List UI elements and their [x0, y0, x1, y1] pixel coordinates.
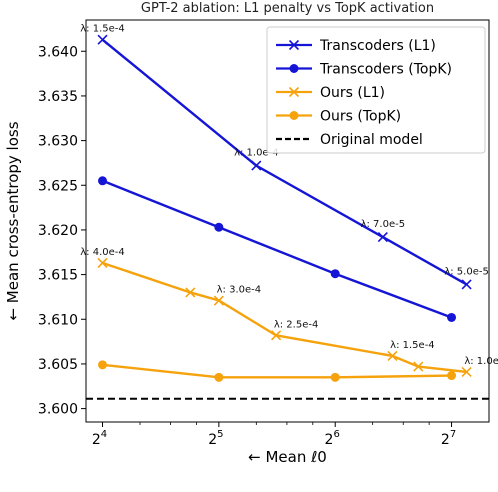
y-tick-label: 3.605: [38, 357, 78, 373]
data-point-stroke: [213, 295, 224, 306]
series-line-0: [101, 38, 468, 286]
data-point: [413, 361, 424, 372]
data-label: λ: 3.0e-4: [217, 285, 262, 296]
data-point-stroke: [251, 160, 262, 171]
data-point: [251, 160, 262, 171]
data-point: [97, 257, 108, 269]
data-point: [447, 312, 457, 322]
y-tick-label: 3.625: [38, 178, 78, 194]
data-point: [98, 176, 108, 186]
data-point-stroke: [97, 34, 108, 45]
data-point-stroke: [97, 257, 108, 269]
data-point: [185, 287, 196, 298]
data-point: [461, 279, 472, 290]
data-point: [97, 34, 108, 45]
data-point: [330, 269, 340, 279]
legend-label: Ours (TopK): [320, 109, 401, 125]
y-tick-label: 3.620: [38, 223, 78, 239]
data-point: [98, 360, 108, 370]
x-tick-label: 26: [325, 429, 340, 448]
y-tick-label: 3.635: [38, 89, 78, 105]
data-point: [271, 330, 282, 341]
data-point-stroke: [185, 287, 196, 298]
legend-marker: [289, 111, 299, 120]
legend-marker: [288, 86, 300, 98]
y-tick-label: 3.630: [38, 134, 78, 150]
x-axis-title: ← Mean ℓ0: [248, 448, 327, 466]
data-point: [213, 295, 224, 306]
data-point-stroke: [271, 330, 282, 341]
x-tick-label: 27: [441, 429, 456, 448]
series-line-2: [102, 261, 467, 374]
legend-box: [266, 26, 486, 154]
data-label: λ: 4.0e-4: [80, 247, 125, 258]
data-label: λ: 1.0e-4: [464, 356, 498, 367]
data-label: λ: 1.5e-4: [80, 24, 125, 35]
data-point-stroke: [377, 232, 388, 243]
legend-label: Transcoders (L1): [319, 38, 436, 54]
data-point: [214, 222, 224, 232]
chart-title: GPT-2 ablation: L1 penalty vs TopK activ…: [141, 1, 434, 16]
data-point-stroke: [413, 361, 424, 372]
legend-label: Original model: [320, 132, 423, 148]
x-tick-label: 25: [208, 429, 223, 448]
data-label: λ: 1.0e-4: [234, 148, 279, 159]
data-label: λ: 1.5e-4: [390, 340, 435, 351]
data-point: [461, 366, 472, 378]
legend-label: Ours (L1): [320, 85, 385, 101]
y-tick-label: 3.600: [38, 402, 78, 418]
plot-area: λ: 1.5e-4 λ: 1.0e-4 λ: 7.0e-5 λ: 5.0e-5 λ: 4…: [80, 24, 498, 400]
legend-marker: [288, 39, 300, 51]
data-label: λ: 5.0e-5: [444, 266, 489, 277]
data-point: [214, 372, 224, 382]
data-label: λ: 2.5e-4: [274, 319, 319, 330]
x-axis-ticks: 24 25 26 27: [92, 422, 456, 448]
legend: Transcoders (L1) Transcoders (TopK) Ours (…: [266, 26, 486, 154]
series-line-1: [102, 179, 452, 319]
y-axis-ticks: 3.600 3.605 3.610 3.615 3.620 3.625 3.630 3.635…: [38, 44, 86, 418]
x-tick-label: 24: [92, 429, 107, 448]
data-point: [447, 371, 457, 381]
data-point-stroke: [461, 279, 472, 290]
plot-frame: [85, 19, 490, 423]
data-label: λ: 7.0e-5: [361, 219, 406, 230]
y-axis-title: ← Mean cross-entropy loss: [4, 121, 22, 320]
legend-label: Transcoders (TopK): [319, 62, 452, 78]
data-point-stroke: [387, 350, 398, 361]
data-point: [330, 372, 340, 382]
y-tick-label: 3.610: [38, 312, 78, 328]
y-tick-label: 3.640: [38, 44, 78, 60]
series-line-3: [102, 363, 452, 379]
y-tick-label: 3.615: [38, 268, 78, 284]
data-point: [387, 350, 398, 361]
data-point-stroke: [461, 366, 472, 378]
legend-marker: [289, 64, 299, 73]
data-point: [377, 232, 388, 243]
